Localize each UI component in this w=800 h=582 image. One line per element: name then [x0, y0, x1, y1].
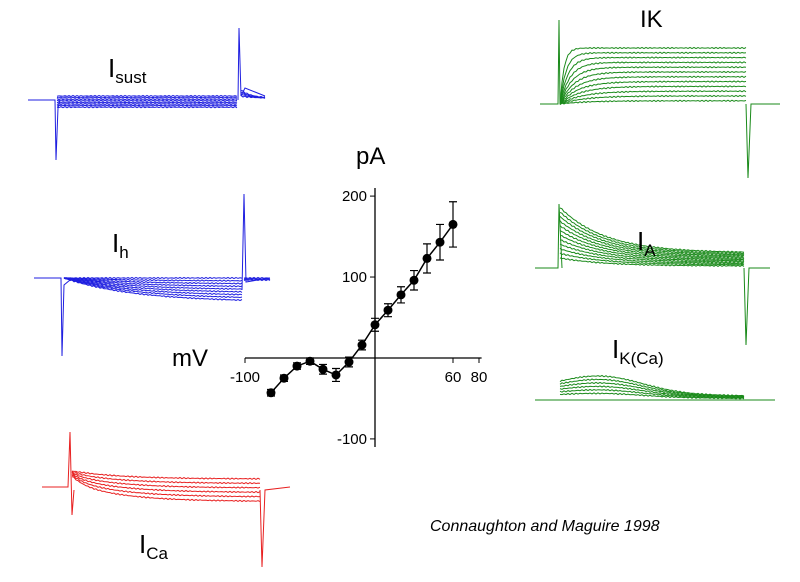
trace: [559, 207, 745, 253]
trace: [237, 27, 266, 101]
trace-label: Ih: [112, 228, 129, 262]
trace-label: ICa: [139, 529, 169, 563]
trace: [34, 277, 71, 357]
x-axis-label: mV: [172, 345, 208, 372]
trace: [559, 388, 745, 399]
data-point: [448, 219, 458, 229]
trace: [42, 431, 75, 516]
trace: [63, 276, 243, 288]
trace: [56, 94, 238, 98]
trace: [71, 473, 261, 494]
trace-label: IK: [640, 6, 663, 33]
data-point: [435, 237, 445, 247]
trace: [71, 474, 261, 498]
trace: [559, 239, 745, 262]
trace: [71, 470, 261, 480]
trace: [559, 61, 747, 105]
data-point: [396, 290, 406, 300]
trace: [743, 267, 770, 346]
trace: [559, 211, 745, 255]
trace-label: Isust: [108, 53, 147, 87]
trace: [559, 216, 745, 256]
trace: [240, 95, 266, 99]
trace: [559, 66, 747, 105]
trace: [63, 277, 243, 293]
trace-label: IK(Ca): [612, 334, 664, 368]
trace: [243, 278, 271, 282]
trace: [243, 276, 271, 280]
trace: [559, 99, 747, 106]
trace: [56, 102, 238, 106]
trace: [56, 99, 238, 102]
trace: [56, 96, 238, 99]
trace: [240, 93, 266, 99]
trace: [559, 374, 745, 397]
trace: [63, 276, 243, 280]
data-point: [370, 320, 380, 330]
trace: [559, 230, 745, 260]
data-point: [266, 388, 276, 398]
trace: [259, 486, 291, 568]
trace: [56, 98, 238, 101]
trace: [63, 277, 243, 299]
data-point: [409, 275, 419, 285]
trace: [559, 257, 745, 267]
x-tick-label: 60: [445, 369, 462, 386]
trace: [71, 476, 261, 503]
data-point: [357, 340, 367, 350]
trace: [559, 243, 745, 264]
data-point: [422, 253, 432, 263]
trace: [56, 106, 238, 109]
trace: [559, 56, 747, 104]
trace: [241, 193, 271, 291]
trace: [559, 70, 747, 105]
trace: [559, 385, 745, 399]
data-point: [331, 370, 341, 380]
trace: [56, 101, 238, 104]
data-point: [318, 364, 328, 374]
trace: [559, 90, 747, 105]
trace-label: IA: [637, 226, 656, 260]
data-point: [344, 357, 354, 367]
y-tick-label: 200: [342, 188, 367, 205]
citation: Connaughton and Maguire 1998: [430, 518, 660, 535]
trace: [559, 75, 747, 105]
trace: [559, 94, 747, 105]
trace: [559, 46, 747, 104]
trace: [28, 99, 61, 161]
trace: [63, 277, 243, 296]
y-tick-label: 100: [342, 269, 367, 286]
data-point: [383, 305, 393, 315]
trace: [540, 19, 561, 105]
trace: [559, 225, 745, 259]
trace: [63, 277, 243, 290]
data-point: [292, 361, 302, 371]
trace: [559, 85, 747, 104]
trace: [71, 472, 261, 489]
trace: [559, 252, 745, 266]
data-point: [305, 356, 315, 366]
trace: [71, 471, 261, 485]
trace: [64, 277, 243, 282]
trace: [559, 392, 745, 400]
trace: [56, 104, 238, 107]
trace: [559, 80, 747, 105]
trace: [745, 103, 780, 179]
trace: [559, 381, 745, 398]
y-axis-label: pA: [356, 143, 385, 170]
trace: [559, 220, 745, 257]
y-tick-label: -100: [337, 431, 367, 448]
trace: [559, 247, 745, 265]
trace: [63, 277, 243, 285]
x-tick-label: -100: [230, 369, 260, 386]
current-traces: [28, 19, 780, 568]
trace: [243, 277, 271, 281]
data-point: [279, 373, 289, 383]
trace: [559, 51, 747, 104]
trace: [560, 235, 745, 261]
x-tick-label: 80: [471, 369, 488, 386]
trace: [535, 203, 563, 269]
trace: [63, 277, 243, 302]
